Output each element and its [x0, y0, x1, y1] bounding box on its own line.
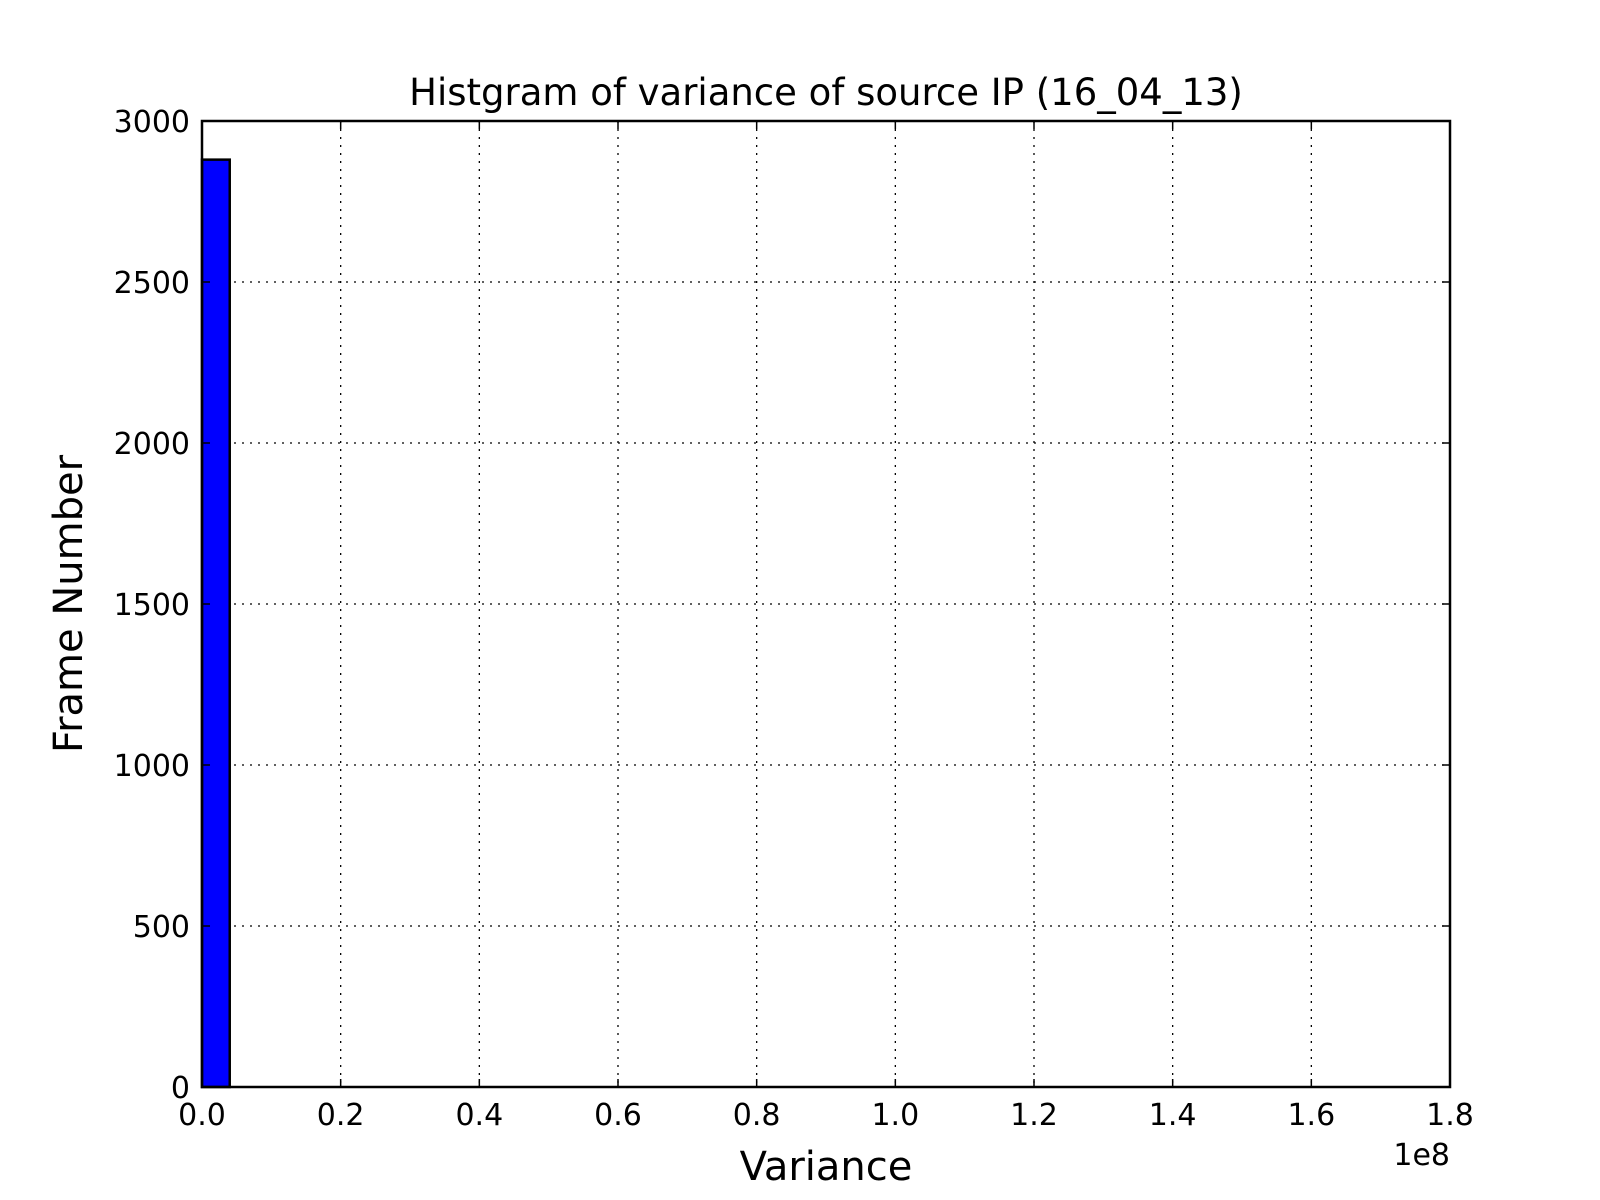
x-tick-labels: 0.0 0.2 0.4 0.6 0.8 1.0 1.2 1.4 1.6 1.8 [178, 1098, 1474, 1133]
axis-ticks [201, 120, 1451, 1088]
y-tick-labels: 0 500 1000 1500 2000 2500 3000 [114, 105, 190, 1106]
x-axis-label: Variance [740, 1144, 913, 1190]
y-tick-label: 3000 [114, 105, 190, 140]
y-tick-label: 2500 [114, 266, 190, 301]
x-tick-label: 0.6 [594, 1098, 642, 1133]
histogram-bar [200, 158, 231, 1089]
x-tick-label: 0.4 [455, 1098, 503, 1133]
x-tick-label: 1.0 [871, 1098, 919, 1133]
y-axis-label: Frame Number [46, 454, 92, 753]
x-tick-label: 0.0 [178, 1098, 226, 1133]
x-tick-label: 1.2 [1010, 1098, 1058, 1133]
x-tick-label: 0.8 [733, 1098, 781, 1133]
x-axis-offset-label: 1e8 [1393, 1138, 1450, 1173]
y-tick-label: 500 [133, 910, 190, 945]
chart-title: Histgram of variance of source IP (16_04… [409, 71, 1243, 114]
y-tick-label: 1500 [114, 588, 190, 623]
x-tick-label: 1.4 [1149, 1098, 1197, 1133]
y-tick-label: 2000 [114, 427, 190, 462]
y-tick-label: 1000 [114, 749, 190, 784]
x-tick-label: 1.8 [1426, 1098, 1474, 1133]
x-tick-label: 0.2 [317, 1098, 365, 1133]
y-tick-label: 0 [171, 1071, 190, 1106]
x-tick-label: 1.6 [1287, 1098, 1335, 1133]
histogram-bars [200, 158, 231, 1089]
grid-lines [202, 121, 1450, 1087]
